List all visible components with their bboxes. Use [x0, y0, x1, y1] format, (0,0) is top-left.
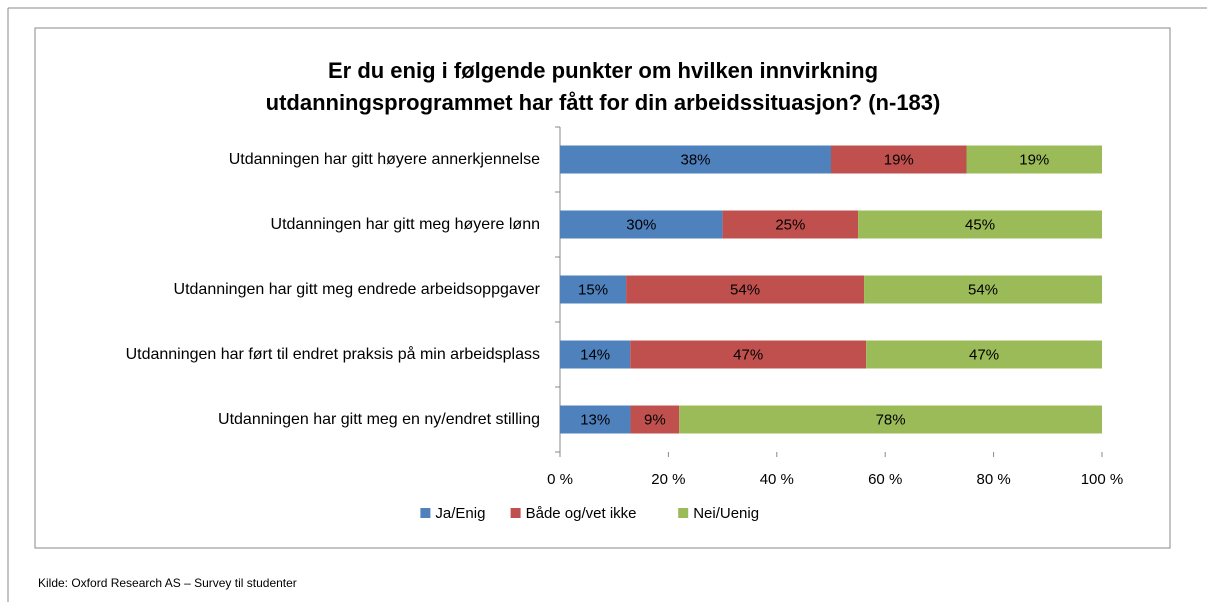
data-label: 15% — [578, 281, 608, 298]
category-text: Utdanningen har gitt meg høyere lønn — [270, 215, 540, 233]
category-text: Utdanningen har ført til endret praksis … — [125, 345, 540, 363]
category-label: Utdanningen har gitt meg endrede arbeids… — [110, 265, 540, 315]
bar-segment — [679, 405, 1102, 434]
x-tick-label: 20 % — [651, 471, 685, 488]
legend-swatch — [510, 508, 521, 518]
bar-segment — [722, 210, 859, 239]
category-text: Utdanningen har gitt meg endrede arbeids… — [173, 280, 540, 298]
data-label: 47% — [733, 346, 763, 363]
data-label: 13% — [580, 411, 610, 428]
bar-segment — [560, 145, 831, 174]
category-text: Utdanningen har gitt meg en ny/endret st… — [218, 410, 540, 428]
data-label: 45% — [965, 216, 995, 233]
source-note: Kilde: Oxford Research AS – Survey til s… — [38, 576, 297, 590]
data-label: 19% — [1019, 151, 1049, 168]
category-label: Utdanningen har gitt høyere annerkjennel… — [110, 135, 540, 185]
bar-segment — [560, 340, 631, 369]
category-text: Utdanningen har gitt høyere annerkjennel… — [228, 150, 540, 168]
x-tick-label: 60 % — [868, 471, 902, 488]
data-label: 9% — [644, 411, 666, 428]
bar-segment — [560, 275, 627, 304]
data-label: 38% — [680, 151, 710, 168]
data-label: 47% — [969, 346, 999, 363]
bar-segment — [630, 340, 867, 369]
x-tick-label: 0 % — [547, 471, 573, 488]
bar-segment — [560, 405, 631, 434]
legend-label: Nei/Uenig — [693, 505, 759, 522]
data-label: 54% — [968, 281, 998, 298]
category-label: Utdanningen har ført til endret praksis … — [110, 330, 540, 380]
bar-segment — [630, 405, 680, 434]
bar-segment — [866, 340, 1102, 369]
data-label: 30% — [626, 216, 656, 233]
data-label: 25% — [775, 216, 805, 233]
legend-swatch — [420, 508, 431, 518]
category-label: Utdanningen har gitt meg høyere lønn — [110, 200, 540, 250]
bar-segment — [858, 210, 1102, 239]
category-label: Utdanningen har gitt meg en ny/endret st… — [110, 395, 540, 445]
bar-segment — [831, 145, 967, 174]
bar-segment — [560, 210, 723, 239]
x-tick-label: 40 % — [760, 471, 794, 488]
bar-segment — [626, 275, 865, 304]
bar-segment — [966, 145, 1102, 174]
x-tick-label: 80 % — [976, 471, 1010, 488]
data-label: 19% — [884, 151, 914, 168]
chart-title: utdanningsprogrammet har fått for din ar… — [266, 90, 941, 115]
legend-swatch — [678, 508, 689, 518]
data-label: 78% — [876, 411, 906, 428]
chart-title: Er du enig i følgende punkter om hvilken… — [328, 58, 878, 83]
legend-label: Ja/Enig — [435, 505, 485, 522]
x-tick-label: 100 % — [1081, 471, 1124, 488]
data-label: 14% — [580, 346, 610, 363]
data-label: 54% — [730, 281, 760, 298]
legend-label: Både og/vet ikke — [526, 505, 637, 522]
bar-segment — [864, 275, 1102, 304]
